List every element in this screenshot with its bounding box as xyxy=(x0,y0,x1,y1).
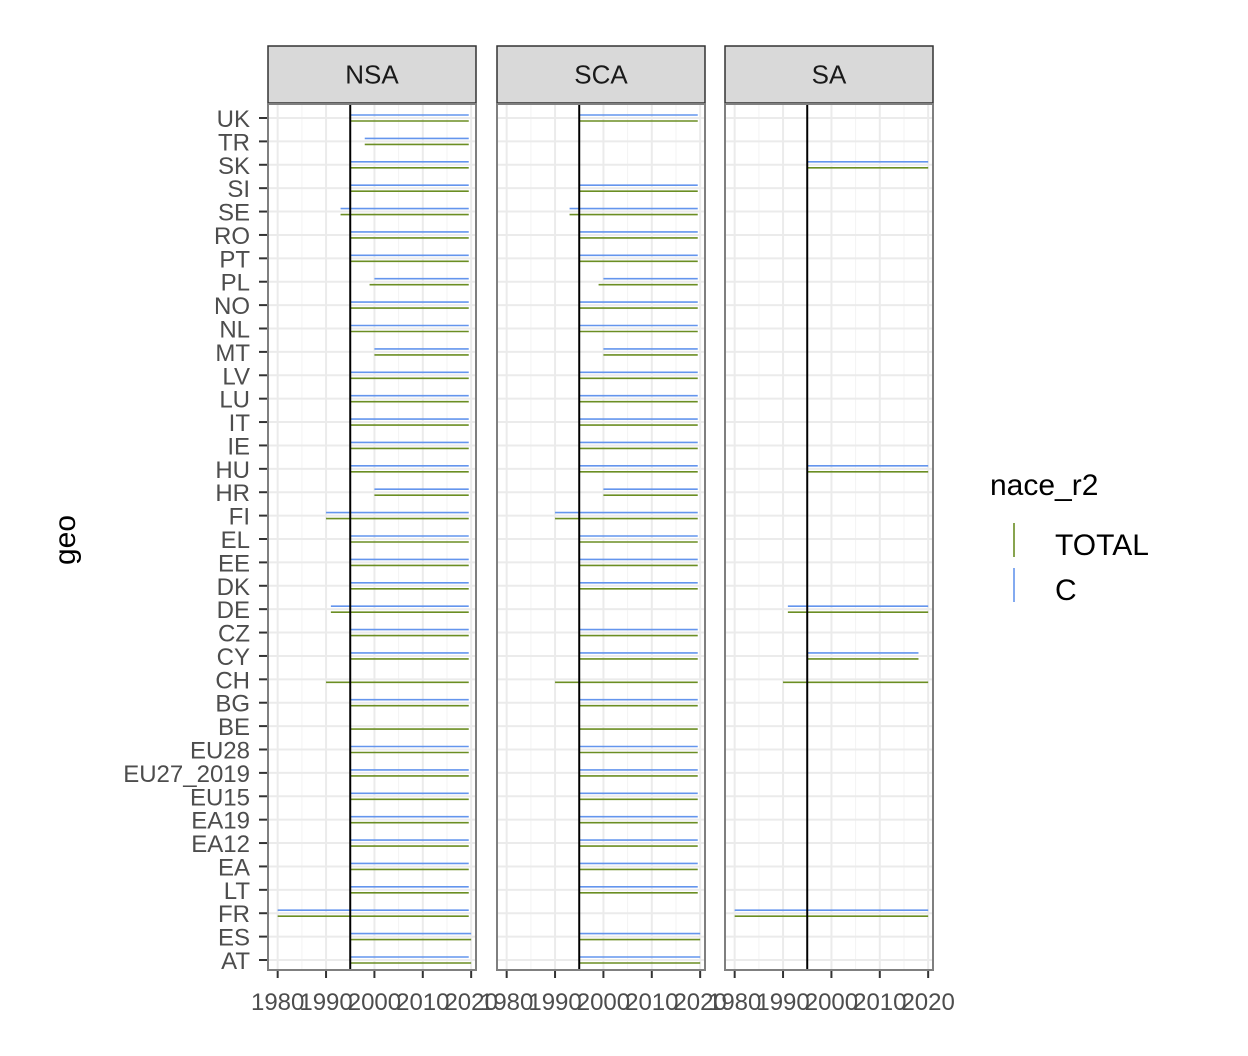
x-tick-label: 1980 xyxy=(480,989,533,1016)
y-tick-label: IT xyxy=(229,410,251,437)
y-tick-label: HU xyxy=(215,457,250,484)
y-tick-label: FR xyxy=(218,901,250,928)
x-tick-label: 2000 xyxy=(805,989,858,1016)
y-tick-label: NO xyxy=(214,293,250,320)
y-tick-label: UK xyxy=(217,106,250,133)
facet-panel-nsa: NSA xyxy=(267,45,477,971)
y-tick-label: LU xyxy=(219,387,250,414)
facet-panel-sa: SA xyxy=(724,45,934,971)
x-tick-label: 2010 xyxy=(625,989,678,1016)
facet-strip xyxy=(496,45,706,104)
x-axis: 1980199020002010202019801990200020102020… xyxy=(251,971,955,1016)
x-tick-label: 2020 xyxy=(673,989,726,1016)
x-tick-label: 2000 xyxy=(577,989,630,1016)
facet-panel-sca: SCA xyxy=(496,45,706,971)
panel-background xyxy=(724,103,934,971)
panel-border xyxy=(267,103,477,971)
panel-border xyxy=(496,103,706,971)
x-tick-label: 1990 xyxy=(299,989,352,1016)
x-tick-label: 2020 xyxy=(444,989,497,1016)
y-tick-label: MT xyxy=(215,340,250,367)
y-tick-label: EE xyxy=(218,550,250,577)
y-axis-title: geo xyxy=(49,515,82,565)
facet-strip-label: NSA xyxy=(345,60,399,90)
y-tick-label: AT xyxy=(221,948,250,975)
y-tick-label: LT xyxy=(224,878,251,905)
x-tick-label: 1980 xyxy=(708,989,761,1016)
y-tick-label: SK xyxy=(218,153,250,180)
y-tick-label: EA19 xyxy=(191,808,250,835)
x-tick-label: 1980 xyxy=(251,989,304,1016)
y-tick-label: EU27_2019 xyxy=(123,761,250,788)
y-tick-label: NL xyxy=(219,317,250,344)
legend-items: TOTAL C xyxy=(1013,523,1149,607)
x-tick-label: 2020 xyxy=(901,989,954,1016)
y-tick-label: IE xyxy=(227,433,250,460)
facet-strip-label: SCA xyxy=(574,60,628,90)
panel-background xyxy=(496,103,706,971)
x-tick-label: 2010 xyxy=(853,989,906,1016)
y-tick-label: RO xyxy=(214,223,250,250)
y-tick-label: EL xyxy=(221,527,250,554)
y-tick-label: BE xyxy=(218,714,250,741)
y-axis: ATESFRLTEAEA12EA19EU15EU27_2019EU28BEBGC… xyxy=(123,106,267,975)
y-tick-label: FI xyxy=(229,504,250,531)
panels-layer: NSA SCA SA xyxy=(267,45,934,971)
y-tick-label: BG xyxy=(215,691,250,718)
legend: nace_r2 TOTAL C xyxy=(990,469,1149,607)
y-tick-label: PT xyxy=(219,246,250,273)
y-tick-label: DE xyxy=(217,597,250,624)
x-tick-label: 2010 xyxy=(396,989,449,1016)
y-tick-label: SI xyxy=(227,176,250,203)
y-tick-label: EU28 xyxy=(190,738,250,765)
legend-label-total: TOTAL xyxy=(1055,529,1149,562)
y-tick-label: HR xyxy=(215,480,250,507)
legend-title: nace_r2 xyxy=(990,469,1098,502)
panel-background xyxy=(267,103,477,971)
x-tick-label: 1990 xyxy=(528,989,581,1016)
panel-border xyxy=(724,103,934,971)
y-tick-label: TR xyxy=(218,129,250,156)
facet-strip-label: SA xyxy=(812,60,847,90)
y-tick-label: EA xyxy=(218,854,250,881)
y-tick-label: SE xyxy=(218,200,250,227)
y-tick-label: CZ xyxy=(218,621,250,648)
y-tick-label: CH xyxy=(215,667,250,694)
facet-strip xyxy=(267,45,477,104)
y-tick-label: LV xyxy=(222,363,250,390)
x-tick-label: 2000 xyxy=(348,989,401,1016)
legend-label-c: C xyxy=(1055,574,1077,607)
y-tick-label: PL xyxy=(221,270,250,297)
x-tick-label: 1990 xyxy=(756,989,809,1016)
y-tick-label: ES xyxy=(218,925,250,952)
y-tick-label: CY xyxy=(217,644,250,671)
facet-strip xyxy=(724,45,934,104)
y-tick-label: EU15 xyxy=(190,784,250,811)
y-tick-label: DK xyxy=(217,574,250,601)
y-tick-label: EA12 xyxy=(191,831,250,858)
